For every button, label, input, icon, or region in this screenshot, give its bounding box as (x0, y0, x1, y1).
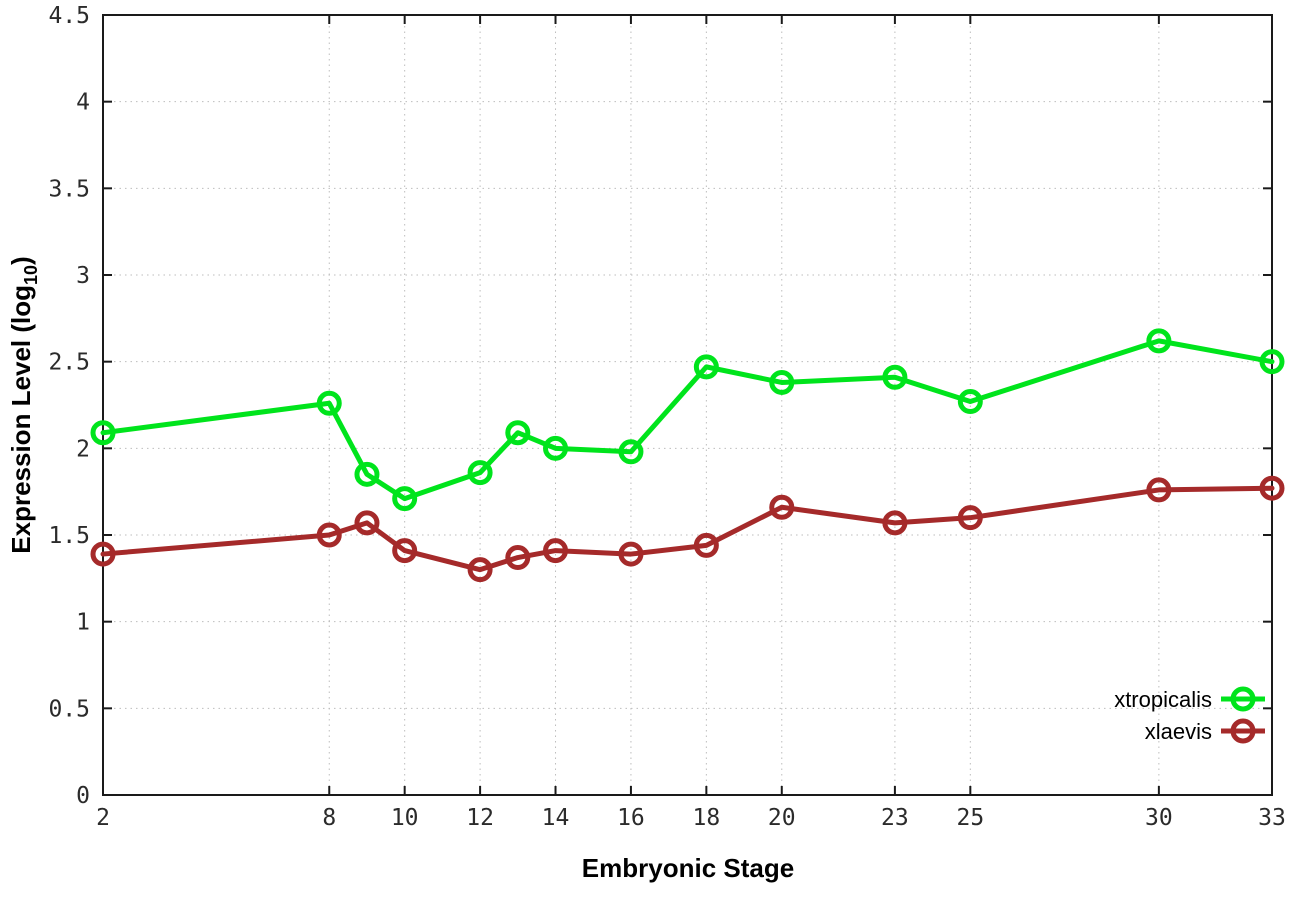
legend-entry-label-xlaevis: xlaevis (1145, 719, 1212, 744)
x-tick-label: 2 (96, 805, 110, 831)
data-point-xlaevis (1146, 477, 1172, 503)
x-tick-label: 12 (466, 805, 494, 831)
data-point-xtropicalis (882, 364, 908, 390)
data-point-xtropicalis (467, 460, 493, 486)
x-tick-label: 18 (693, 805, 721, 831)
data-point-xtropicalis (693, 354, 719, 380)
x-tick-label: 20 (768, 805, 796, 831)
x-tick-label: 10 (391, 805, 419, 831)
data-point-xlaevis (316, 522, 342, 548)
data-point-xlaevis (769, 494, 795, 520)
data-point-xtropicalis (1146, 328, 1172, 354)
data-point-xtropicalis (316, 390, 342, 416)
legend-marker-xlaevis (1230, 718, 1256, 744)
x-axis-label: Embryonic Stage (582, 853, 794, 883)
data-point-xtropicalis (90, 420, 116, 446)
x-tick-label: 8 (322, 805, 336, 831)
data-point-xlaevis (618, 541, 644, 567)
plot-border-rect (102, 14, 1273, 796)
legend-entry-label-xtropicalis: xtropicalis (1114, 687, 1212, 712)
data-point-xlaevis (90, 541, 116, 567)
data-point-xlaevis (467, 557, 493, 583)
y-tick-label: 4 (76, 90, 90, 116)
data-point-xlaevis (957, 505, 983, 531)
data-point-xtropicalis (618, 439, 644, 465)
data-point-xtropicalis (543, 435, 569, 461)
y-tick-label: 4.5 (48, 3, 90, 29)
x-tick-label: 25 (956, 805, 984, 831)
y-tick-label: 0.5 (48, 696, 90, 722)
plot-border (102, 14, 1273, 796)
data-series (90, 328, 1285, 583)
data-point-xlaevis (354, 510, 380, 536)
y-tick-label: 1.5 (48, 523, 90, 549)
x-tick-label: 33 (1258, 805, 1286, 831)
legend-marker-xtropicalis (1230, 686, 1256, 712)
data-point-xtropicalis (354, 461, 380, 487)
y-tick-label: 0 (76, 783, 90, 809)
y-axis-label-suffix: ) (6, 256, 36, 265)
y-axis-label: Expression Level (log10) (6, 256, 41, 553)
data-point-xtropicalis (1259, 349, 1285, 375)
x-tick-label: 23 (881, 805, 909, 831)
y-tick-label: 3 (76, 263, 90, 289)
data-point-xtropicalis (392, 486, 418, 512)
data-point-xtropicalis (769, 369, 795, 395)
data-point-xtropicalis (957, 389, 983, 415)
x-tick-label: 16 (617, 805, 645, 831)
y-axis-label-prefix: Expression Level (log (6, 285, 36, 554)
data-point-xlaevis (693, 532, 719, 558)
x-tick-label: 14 (542, 805, 570, 831)
y-axis-label-subscript: 10 (21, 265, 41, 285)
data-point-xlaevis (543, 538, 569, 564)
data-point-xlaevis (392, 538, 418, 564)
y-tick-label: 1 (76, 610, 90, 636)
axis-ticks (102, 14, 1273, 796)
legend: xtropicalis xlaevis (1114, 686, 1265, 744)
y-tick-label: 3.5 (48, 176, 90, 202)
gridlines (103, 15, 1272, 795)
tick-labels: 2 8 10 12 14 16 18 20 23 25 30 33 0 0.5 1 1.5 2 2.5 3 3.5 4 4… (48, 3, 1285, 831)
x-tick-label: 30 (1145, 805, 1173, 831)
series-line-xlaevis (100, 485, 1275, 573)
data-point-xlaevis (1259, 475, 1285, 501)
data-point-xtropicalis (505, 420, 531, 446)
data-point-xlaevis (505, 545, 531, 571)
data-point-xlaevis (882, 510, 908, 536)
series-line-xtropicalis (100, 338, 1275, 502)
y-tick-label: 2 (76, 436, 90, 462)
y-tick-label: 2.5 (48, 350, 90, 376)
